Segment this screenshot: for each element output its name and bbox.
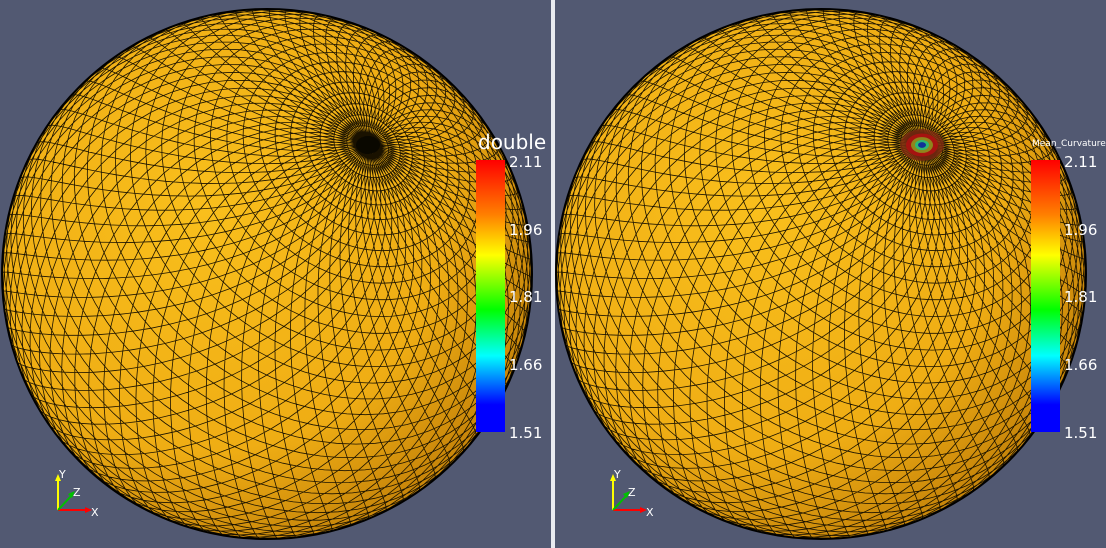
- colorbar-tick-label: 1.96: [1064, 221, 1098, 239]
- colorbar-tick-label: 1.81: [1064, 288, 1098, 306]
- axis-label-x: X: [91, 506, 99, 519]
- colorbar-tick-label: 2.11: [509, 153, 543, 171]
- sphere-outline: [555, 8, 1087, 540]
- orientation-axes-icon: Y Z X: [610, 468, 654, 519]
- axis-label-y: Y: [613, 468, 621, 481]
- orientation-axes-icon: Y Z X: [55, 468, 99, 519]
- pole-dense-region: [356, 136, 380, 154]
- colorbar-tick-label: 1.66: [509, 356, 543, 374]
- curvature-hotspot: [918, 142, 926, 148]
- render-view-right[interactable]: Mean_Curvature 2.11 1.96 1.81 1.66 1.51 …: [555, 0, 1106, 548]
- mesh-wireframe: [2, 9, 532, 539]
- view-splitter[interactable]: [551, 0, 555, 548]
- colorbar-tick-label: 1.81: [509, 288, 543, 306]
- axis-label-z: Z: [628, 486, 636, 499]
- colorbar-gradient: [476, 160, 505, 432]
- colorbar-tick-label: 1.96: [509, 221, 543, 239]
- axis-label-x: X: [646, 506, 654, 519]
- colorbar-tick-label: 1.51: [509, 424, 543, 442]
- axis-label-z: Z: [73, 486, 81, 499]
- render-view-left[interactable]: double 2.11 1.96 1.81 1.66 1.51 Y Z X: [0, 0, 551, 548]
- colorbar-title: Mean_Curvature: [1032, 139, 1106, 149]
- axis-label-y: Y: [58, 468, 66, 481]
- sphere-render[interactable]: [555, 0, 1106, 548]
- colorbar-tick-label: 1.51: [1064, 424, 1098, 442]
- mesh-wireframe: [556, 9, 1086, 539]
- colorbar-title: double: [478, 130, 547, 154]
- colorbar-tick-label: 2.11: [1064, 153, 1098, 171]
- colorbar-tick-label: 1.66: [1064, 356, 1098, 374]
- colorbar-gradient: [1031, 160, 1060, 432]
- sphere-render[interactable]: [0, 0, 551, 548]
- sphere-outline: [1, 8, 533, 540]
